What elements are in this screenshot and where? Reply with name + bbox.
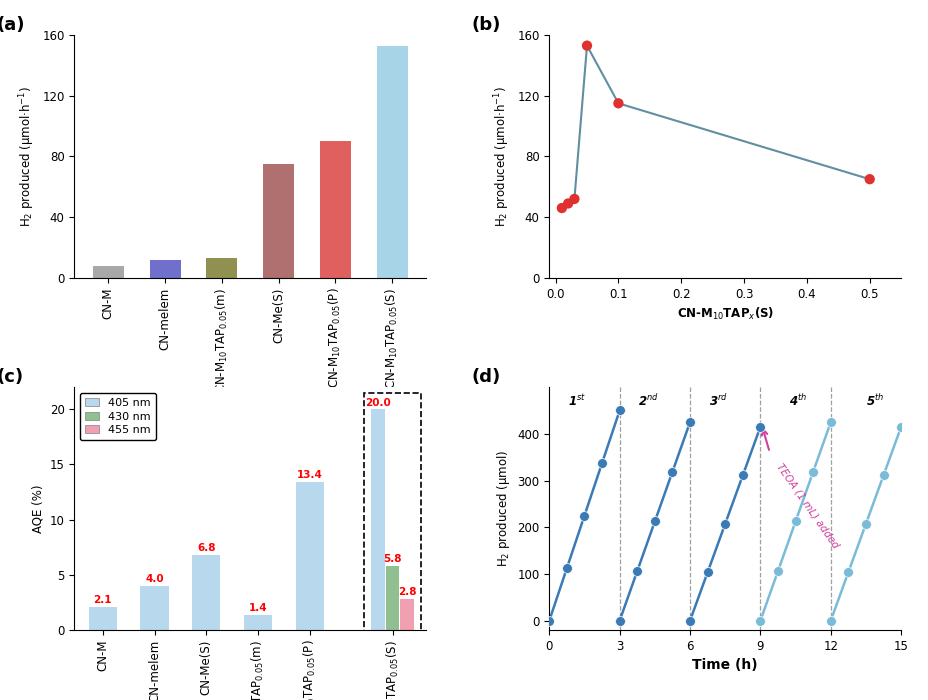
Point [753,421,767,433]
Point [769,566,784,577]
Y-axis label: H$_2$ produced (μmol·h$^{-1}$): H$_2$ produced (μmol·h$^{-1}$) [17,86,36,227]
Text: (c): (c) [0,368,24,386]
Bar [376,46,407,278]
Text: 2.1: 2.1 [94,595,112,606]
Point [875,470,890,481]
Point [629,566,644,577]
Text: (a): (a) [0,15,25,34]
Text: 3$^{rd}$: 3$^{rd}$ [708,393,727,409]
Bar [371,410,384,630]
Bar [263,164,294,278]
Point [576,510,591,522]
Text: (d): (d) [471,368,500,386]
Point [717,518,732,529]
Text: 2.8: 2.8 [397,587,416,597]
Bar [206,258,238,278]
X-axis label: Time (h): Time (h) [691,658,757,672]
Point [594,457,609,468]
Point [612,615,626,626]
Text: 4.0: 4.0 [145,574,163,584]
Point [611,98,625,109]
Point [612,405,626,416]
Y-axis label: H$_2$ produced (μmol·h$^{-1}$): H$_2$ produced (μmol·h$^{-1}$) [492,86,511,227]
Point [840,566,855,578]
Y-axis label: AQE (%): AQE (%) [32,484,45,533]
Legend: 405 nm, 430 nm, 455 nm: 405 nm, 430 nm, 455 nm [80,393,156,440]
Bar [243,615,272,630]
X-axis label: CN-M$_{10}$TAP$_x$(S): CN-M$_{10}$TAP$_x$(S) [676,306,773,322]
Point [700,566,715,578]
Text: 13.4: 13.4 [296,470,322,480]
Bar [319,141,351,278]
Point [554,202,569,214]
Text: 1$^{st}$: 1$^{st}$ [567,393,586,409]
Bar [364,393,420,634]
Point [682,615,697,626]
Bar [192,555,220,630]
Point [682,416,697,428]
Text: TEOA (1 mL) added: TEOA (1 mL) added [774,462,840,550]
Text: (b): (b) [471,15,501,34]
Point [541,615,556,626]
Point [559,563,574,574]
Text: 20.0: 20.0 [365,398,391,407]
Text: 6.8: 6.8 [197,543,215,553]
Text: 4$^{th}$: 4$^{th}$ [788,393,806,409]
Y-axis label: H$_2$ produced (μmol): H$_2$ produced (μmol) [495,450,511,567]
Text: 1.4: 1.4 [249,603,267,613]
Bar [93,266,123,278]
Point [805,466,819,477]
Point [822,416,837,428]
Bar [295,482,324,630]
Point [664,466,679,477]
Point [561,198,575,209]
Point [857,518,872,529]
Bar [140,586,169,630]
Text: 5$^{th}$: 5$^{th}$ [865,393,883,409]
Bar [400,599,413,630]
Point [861,174,876,185]
X-axis label: CN: CN [239,398,261,412]
Point [647,516,662,527]
Point [822,615,837,626]
Point [566,193,581,204]
Text: 5.8: 5.8 [383,554,401,564]
Text: 2$^{nd}$: 2$^{nd}$ [638,393,659,409]
Point [787,516,802,527]
Bar [149,260,181,278]
Point [735,470,750,481]
Bar [385,566,399,630]
Bar [88,607,117,630]
Point [893,421,908,433]
Point [753,615,767,626]
Point [579,40,594,51]
